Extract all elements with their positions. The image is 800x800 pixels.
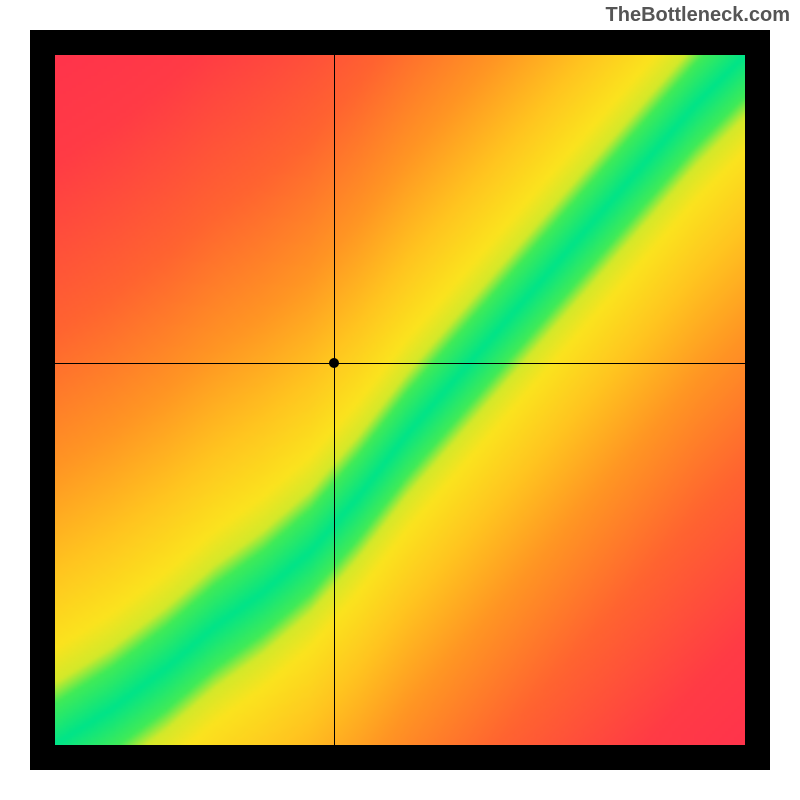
- chart-container: TheBottleneck.com: [0, 0, 800, 800]
- heatmap-canvas: [55, 55, 745, 745]
- crosshair-vertical: [334, 55, 335, 745]
- marker-dot: [329, 358, 339, 368]
- crosshair-horizontal: [55, 363, 745, 364]
- plot-outer-frame: [30, 30, 770, 770]
- plot-inner: [55, 55, 745, 745]
- watermark-text: TheBottleneck.com: [606, 4, 790, 27]
